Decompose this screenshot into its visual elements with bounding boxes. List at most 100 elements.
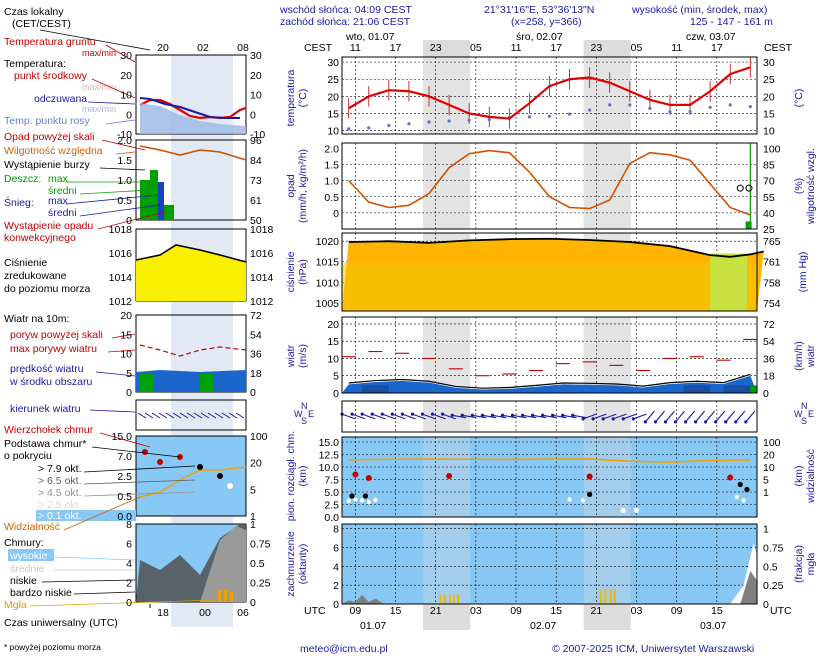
cloud-base-black-4	[744, 486, 750, 493]
tick-temp_left: 25	[327, 74, 339, 86]
legend-tick-leg_cloud_left: 0.0	[117, 511, 132, 523]
dir-e-right: E	[808, 409, 814, 419]
cloud-base-dot-7	[734, 494, 740, 500]
low-cloud-area-end	[740, 571, 757, 604]
fog-bar-0	[439, 594, 442, 604]
title-cloud-right: widzialność	[805, 449, 817, 504]
email[interactable]: meteo@icm.edu.pl	[300, 643, 388, 655]
tick-cloud_right: 5	[763, 475, 769, 487]
main-axis-ticks: 30252015102.01.51.00.5010201015101010052…	[316, 57, 784, 611]
title-wind-right: wiatr	[805, 344, 817, 368]
cloud-base-dot-1	[353, 497, 358, 502]
title-cover-left-unit: (oktanty)	[297, 544, 309, 585]
legend-pressure-2: zredukowane	[4, 270, 67, 282]
legend-okt-25: > 2.5 okt.	[38, 499, 82, 511]
wind-arrow-head	[734, 420, 738, 424]
dew-point-dot	[387, 123, 391, 128]
legend-ground-temp: Temperatura gruntu	[4, 36, 96, 48]
wind-arrow-head	[530, 413, 535, 417]
legend-wind-arrow	[137, 412, 147, 419]
tick-wind_right: 36	[763, 353, 775, 365]
wind-arrow	[382, 413, 396, 420]
tick-wind_left: 15	[327, 336, 339, 348]
legend-utc-tick-06: 06	[237, 607, 249, 619]
legend-tick-leg_wind_left: 15	[120, 329, 132, 341]
tick-wind_right: 0	[763, 388, 769, 400]
panel-bg-cloud	[342, 437, 757, 517]
legend-okt-45: > 4.5 okt.	[38, 487, 82, 499]
legend-felt-maxmin: max/min	[82, 104, 116, 114]
legend-convective-2: konwekcyjnego	[4, 232, 76, 244]
wind-arrow-head	[430, 412, 435, 416]
title-cloud-left: pion. rozciągł. chm.	[285, 431, 297, 521]
wind-arrow-head	[480, 413, 484, 417]
panel-frame-dir	[341, 400, 758, 433]
wind-arrow-head	[541, 413, 545, 417]
wind-arrow	[613, 413, 627, 420]
legend-column: Czas lokalny (CET/CEST) Temperatura grun…	[4, 6, 274, 652]
connector-ground	[105, 44, 136, 63]
night-band-foot-1	[583, 604, 631, 630]
legend-tick-leg_wind_right: 0	[250, 387, 256, 399]
legend-tick-leg_pres_right: 1016	[250, 248, 274, 260]
wind-arrow	[402, 413, 416, 420]
legend-convective: Wystąpienie opadu	[4, 220, 93, 232]
tick-precip_left: 0	[333, 208, 339, 220]
utc-hour: 09	[350, 605, 362, 617]
title-cover-left: zachmurzenie	[285, 531, 297, 597]
legend-local-tick-08: 08	[237, 42, 249, 54]
cloud-top-dot-4	[727, 474, 734, 481]
dir-n-right: N	[801, 401, 808, 411]
wind-arrow-head	[571, 413, 575, 417]
title-pres-left: ciśnienie	[285, 251, 297, 292]
wind-arrow-head	[621, 417, 625, 421]
cest-hour: 17	[390, 42, 402, 54]
legend-temp-line	[139, 98, 247, 120]
tick-temp_left: 15	[327, 108, 339, 120]
email-link[interactable]: meteo@icm.edu.pl	[300, 643, 388, 655]
wind-arrow	[532, 414, 547, 419]
legend-snow	[158, 182, 164, 220]
header: wschód słońca: 04:09 CEST zachód słońca:…	[279, 4, 773, 28]
utc-hour: 15	[711, 605, 723, 617]
legend-wind-arrow	[221, 412, 231, 419]
tick-pres_right: 761	[763, 257, 781, 269]
main-panels: 30252015102.01.51.00.5010201015101010052…	[316, 40, 784, 630]
wind-arrow-head	[450, 413, 454, 417]
cest-hour: 11	[671, 42, 682, 54]
title-precip-left: opad	[285, 174, 297, 198]
legend-gust-max: max porywy wiatru	[10, 343, 97, 355]
dew-point-dot	[367, 126, 371, 130]
legend-okt-65: > 6.5 okt.	[38, 475, 82, 487]
wind-arrow-head	[694, 420, 698, 424]
legend-tick-leg_cover_right: 0.25	[250, 578, 271, 590]
title-temp-left: temperatura	[285, 70, 297, 127]
dew-point-dot	[728, 103, 732, 107]
connector-gust-above	[111, 333, 136, 339]
cloud-base-dot-4	[373, 497, 378, 503]
wind-arrow	[675, 410, 685, 423]
night-band-precip-1	[583, 143, 631, 229]
legend-rain-mean-label: średni	[48, 185, 77, 197]
legend-tick-leg_temp_left: 20	[120, 70, 132, 82]
legend-clouds: Chmury:	[4, 537, 44, 549]
connector-snow-max	[65, 194, 159, 205]
legend-felt-line	[139, 97, 240, 119]
cest-hour: 23	[430, 42, 442, 54]
legend-cloud-cover-2	[200, 526, 246, 602]
rain-bar	[745, 221, 752, 229]
legend-low: niskie	[10, 575, 37, 587]
wind-arrow	[745, 410, 756, 423]
legend-tick-leg_pres_right: 1012	[250, 296, 274, 308]
panel-frame-cloud	[341, 436, 758, 518]
low-cloud-area	[342, 594, 396, 604]
tick-wind_right: 72	[763, 319, 775, 331]
tick-cover_left: 6	[333, 543, 339, 555]
legend-tick-leg_precip_left: 0	[126, 215, 132, 227]
legend-tick-leg_precip_right: 73	[250, 175, 262, 187]
connector-dew	[105, 119, 136, 125]
legend-tick-leg_cloud_right: 100	[250, 431, 268, 443]
legend-tick-leg_pres_right: 1018	[250, 224, 274, 236]
tick-precip_right: 25	[763, 224, 775, 236]
panel-frame-temp	[341, 56, 758, 135]
